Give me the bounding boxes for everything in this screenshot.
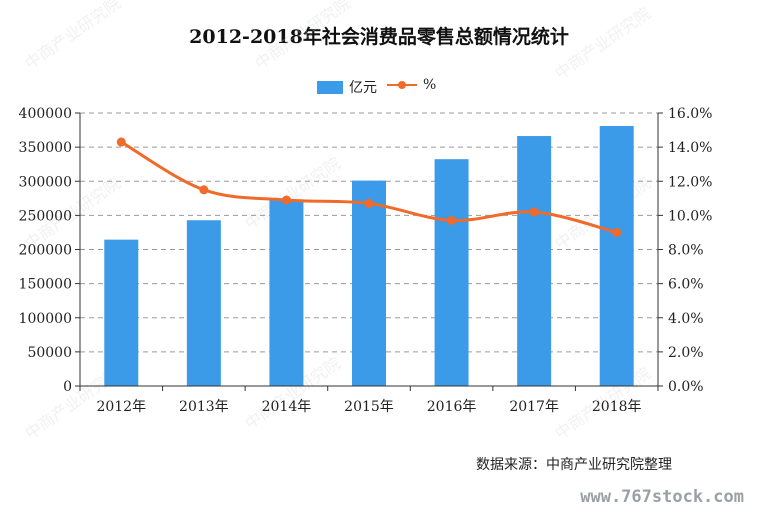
bar bbox=[352, 180, 386, 386]
y-right-tick-label: 14.0% bbox=[668, 140, 712, 156]
y-left-tick-label: 150000 bbox=[19, 277, 72, 293]
x-tick-label: 2015年 bbox=[344, 399, 394, 415]
y-left-tick-label: 0 bbox=[63, 379, 72, 395]
legend-item-bar: 亿元 bbox=[317, 77, 377, 97]
y-left-tick-label: 400000 bbox=[19, 106, 72, 122]
y-right-tick-label: 16.0% bbox=[668, 106, 712, 122]
legend-bar-swatch bbox=[317, 80, 343, 94]
x-tick-label: 2013年 bbox=[179, 399, 229, 415]
y-right-tick-label: 6.0% bbox=[668, 277, 704, 293]
y-left-tick-label: 300000 bbox=[19, 174, 72, 190]
x-tick-label: 2016年 bbox=[427, 399, 477, 415]
x-tick-label: 2018年 bbox=[592, 399, 642, 415]
legend-line-swatch bbox=[387, 79, 417, 91]
bar bbox=[434, 159, 469, 386]
line-point bbox=[447, 215, 457, 225]
line-point bbox=[364, 198, 374, 208]
line-point bbox=[612, 227, 622, 237]
legend-line-label: % bbox=[423, 77, 437, 93]
chart-title: 2012-2018年社会消费品零售总额情况统计 bbox=[189, 26, 569, 48]
line-point bbox=[199, 185, 209, 195]
y-right-tick-label: 10.0% bbox=[668, 208, 712, 224]
y-left-tick-label: 350000 bbox=[19, 140, 72, 156]
line-series bbox=[116, 137, 622, 237]
line-point bbox=[116, 137, 126, 147]
y-right-tick-label: 4.0% bbox=[668, 311, 704, 327]
line-point bbox=[529, 207, 539, 217]
bar bbox=[517, 136, 552, 386]
source-note: 数据来源：中商产业研究院整理 bbox=[476, 457, 672, 473]
y-left-tick-label: 200000 bbox=[19, 243, 72, 259]
site-watermark: www.767stock.com bbox=[580, 487, 744, 507]
y-right-tick-label: 8.0% bbox=[668, 243, 704, 259]
y-left-tick-label: 250000 bbox=[19, 208, 72, 224]
legend-bar-label: 亿元 bbox=[349, 80, 377, 96]
legend-item-line: % bbox=[387, 77, 436, 93]
bar bbox=[186, 220, 221, 386]
y-right-tick-label: 0.0% bbox=[668, 379, 704, 395]
bar bbox=[269, 200, 304, 386]
x-tick-label: 2017年 bbox=[509, 399, 559, 415]
x-tick-label: 2014年 bbox=[262, 399, 312, 415]
bar bbox=[104, 239, 139, 386]
y-left-tick-label: 50000 bbox=[27, 345, 72, 361]
line-point bbox=[281, 195, 291, 205]
bar bbox=[599, 125, 634, 386]
axes: 0 50000 100000 150000 200000 250000 300000 3500… bbox=[19, 106, 713, 415]
legend: 亿元 % bbox=[0, 77, 758, 97]
y-right-tick-label: 12.0% bbox=[668, 174, 712, 190]
bar-series bbox=[104, 125, 634, 386]
y-right-tick-label: 2.0% bbox=[668, 345, 704, 361]
y-left-tick-label: 100000 bbox=[19, 311, 72, 327]
x-tick-label: 2012年 bbox=[96, 399, 146, 415]
